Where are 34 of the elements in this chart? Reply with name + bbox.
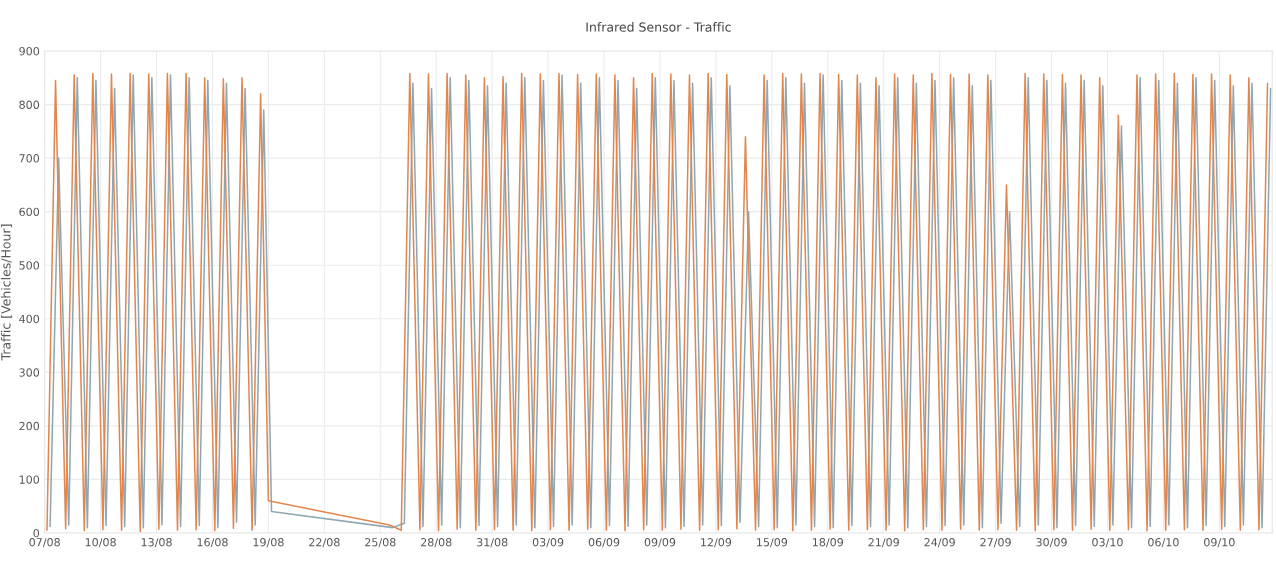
x-tick-label: 30/09: [1036, 538, 1067, 548]
x-tick-label: 21/09: [868, 538, 899, 548]
y-axis-title: Traffic [Vehicles/Hour]: [0, 224, 13, 361]
x-tick-label: 16/08: [197, 538, 228, 548]
chart-title: Infrared Sensor - Traffic: [586, 22, 731, 32]
x-tick-label: 03/09: [532, 538, 564, 548]
x-tick-label: 18/09: [812, 538, 844, 548]
x-tick-label: 06/10: [1148, 538, 1179, 548]
y-tick-label: 700: [19, 154, 40, 163]
x-tick-label: 31/08: [476, 538, 508, 548]
x-tick-label: 25/08: [365, 538, 396, 548]
x-tick-label: 09/09: [644, 538, 676, 548]
x-tick-label: 24/09: [924, 538, 955, 548]
x-tick-label: 10/08: [85, 538, 116, 548]
x-tick-label: 22/08: [309, 538, 340, 548]
x-tick-label: 19/08: [253, 538, 284, 548]
y-tick-label: 800: [19, 100, 40, 109]
x-tick-label: 15/09: [757, 538, 788, 548]
y-tick-label: 500: [19, 261, 40, 270]
x-tick-label: 03/10: [1092, 538, 1123, 548]
x-tick-label: 13/08: [141, 538, 172, 548]
y-tick-label: 200: [19, 421, 40, 431]
y-tick-label: 400: [19, 314, 40, 324]
y-tick-label: 300: [19, 368, 40, 377]
x-tick-label: 27/09: [980, 538, 1011, 548]
y-tick-label: 900: [19, 47, 40, 56]
x-tick-label: 06/09: [588, 538, 620, 548]
y-tick-label: 100: [19, 475, 40, 484]
x-tick-label: 09/10: [1204, 538, 1235, 548]
x-tick-label: 28/08: [421, 538, 452, 548]
y-tick-label: 0: [33, 528, 40, 538]
x-tick-label: 07/08: [29, 538, 60, 548]
x-tick-label: 12/09: [701, 538, 732, 548]
y-tick-label: 600: [19, 207, 40, 217]
